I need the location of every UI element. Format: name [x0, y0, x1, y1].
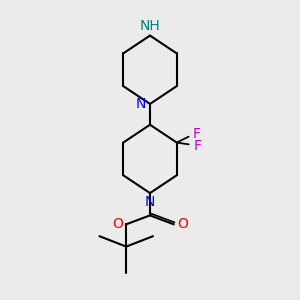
- Text: F: F: [194, 139, 202, 152]
- Text: N: N: [145, 195, 155, 208]
- Text: N: N: [136, 97, 146, 111]
- Text: NH: NH: [140, 19, 160, 33]
- Text: O: O: [112, 217, 123, 231]
- Text: F: F: [193, 127, 201, 141]
- Text: O: O: [177, 217, 188, 231]
